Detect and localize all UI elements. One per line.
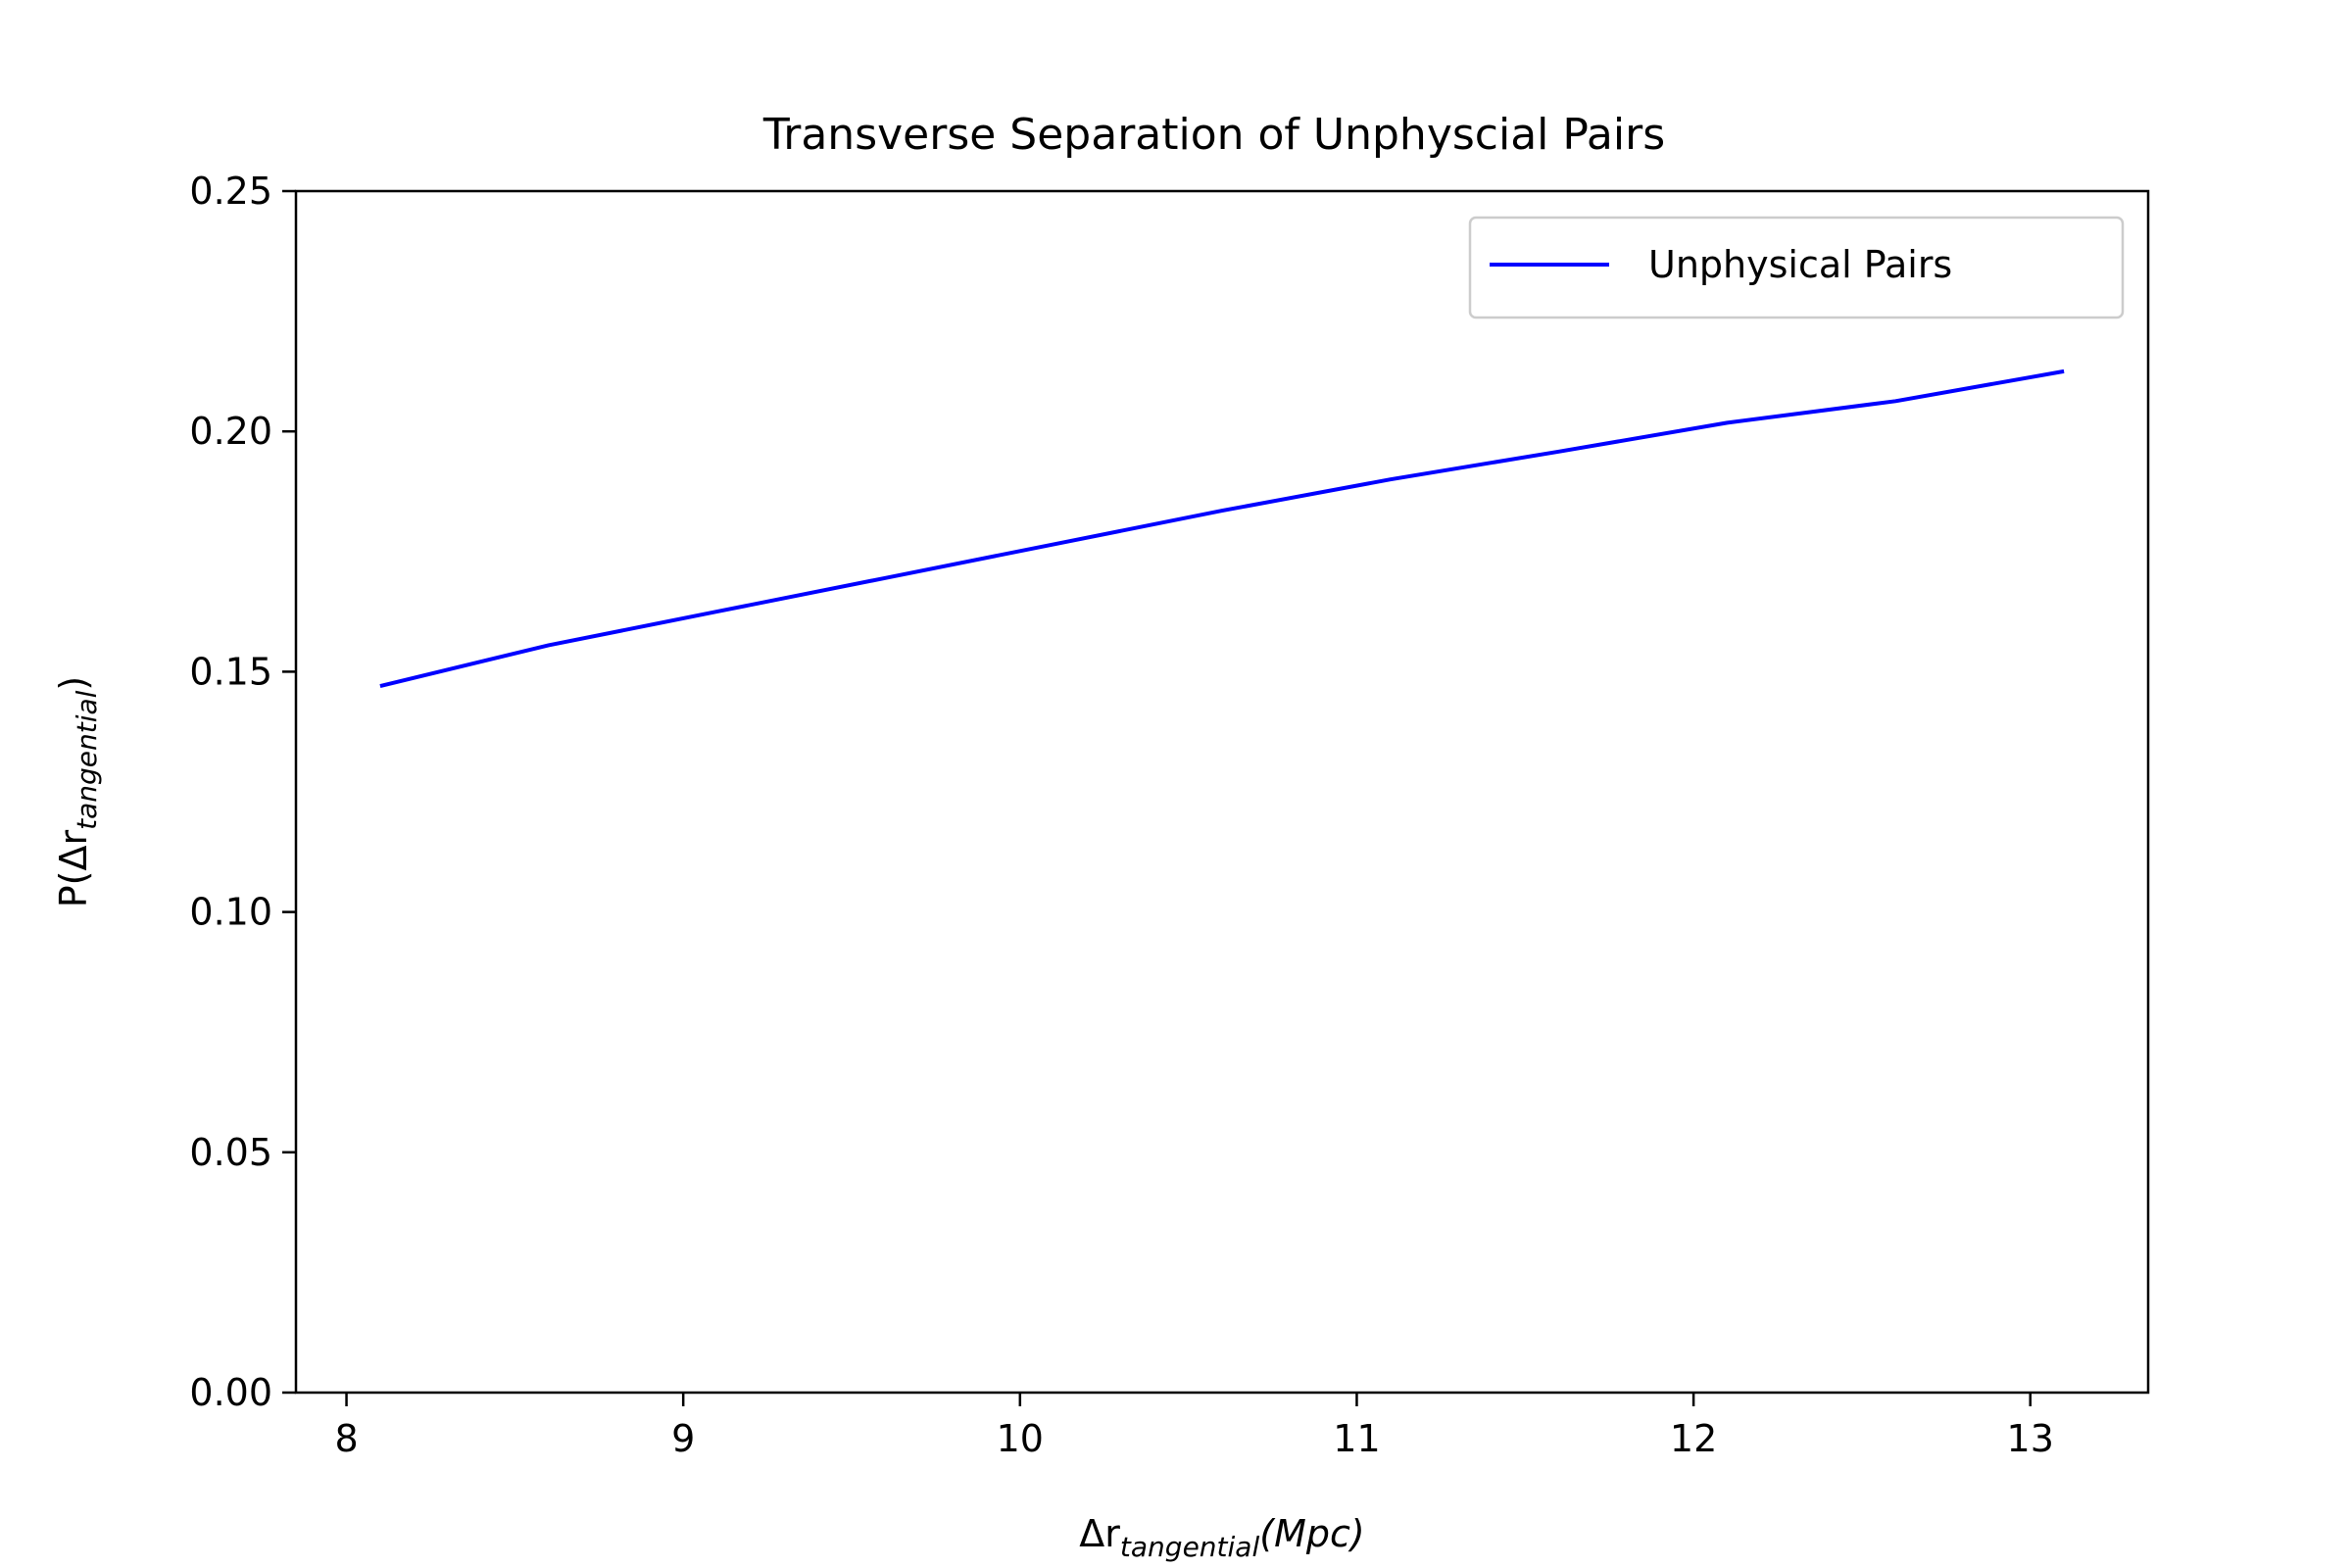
x-tick-label: 11 (1333, 1417, 1380, 1460)
y-tick-label: 0.10 (189, 891, 272, 934)
chart-title: Transverse Separation of Unphyscial Pair… (762, 110, 1665, 160)
x-axis-label: Δrtangential(Mpc) (1079, 1512, 1364, 1563)
x-tick-label: 9 (671, 1417, 695, 1460)
y-axis-ticks: 0.00 0.05 0.10 0.15 0.20 0.25 (189, 170, 296, 1414)
x-tick-label: 12 (1670, 1417, 1717, 1460)
y-axis-label: P(Δrtangential) (52, 676, 103, 908)
series-layer (379, 368, 2065, 689)
legend-box (1468, 216, 2125, 319)
y-tick-label: 0.20 (189, 410, 272, 453)
x-tick-label: 10 (997, 1417, 1044, 1460)
x-tick-label: 13 (2007, 1417, 2054, 1460)
legend-label-unphysical-pairs: Unphysical Pairs (1648, 243, 1952, 286)
plot-frame (294, 189, 2150, 1395)
y-tick-label: 0.05 (189, 1131, 272, 1174)
series-line-unphysical-pairs (379, 368, 2065, 689)
y-tick-label: 0.00 (189, 1371, 272, 1414)
y-tick-label: 0.15 (189, 650, 272, 693)
legend: Unphysical Pairs (1468, 216, 2125, 319)
y-tick-label: 0.25 (189, 170, 272, 213)
x-tick-label: 8 (334, 1417, 358, 1460)
x-axis-ticks: 8 9 10 11 12 13 (334, 1393, 2054, 1460)
